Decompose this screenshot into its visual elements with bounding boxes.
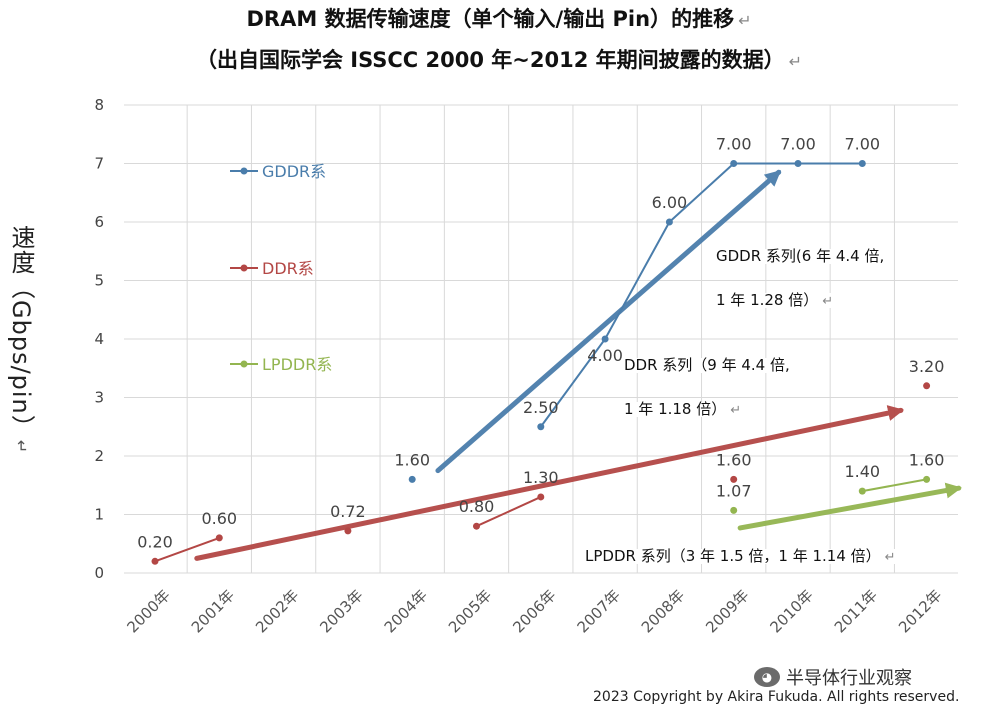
x-tick-label: 2001年 [188,586,238,636]
data-label: 0.72 [330,502,366,521]
trend-arrow-gddr [435,169,782,474]
x-tick-label: 2008年 [638,586,688,636]
series-line-gddr [539,162,863,428]
x-tick-label: 2002年 [252,586,302,636]
return-mark: ↵ [788,52,803,71]
data-point-ddr [473,522,480,530]
data-point-lpddr [858,487,866,495]
y-tick-label: 3 [94,389,104,407]
data-point-gddr [730,160,738,167]
data-point-ddr [537,493,545,501]
legend-item-gddr: GDDR系 [230,162,326,181]
data-point-ddr [923,382,931,390]
data-point-gddr [794,160,802,167]
chart-title-line2: （出自国际学会 ISSCC 2000 年~2012 年期间披露的数据） ↵ [195,48,803,72]
data-label: 7.00 [716,135,752,154]
data-label: 2.50 [523,398,559,417]
data-point-gddr [537,423,545,431]
wechat-icon: ◕ [754,667,780,687]
legend-swatch-dot [240,167,248,175]
legend-label: GDDR系 [262,162,326,181]
legend-swatch-dot [240,360,248,368]
x-tick-label: 2009年 [702,586,752,636]
data-point-gddr [408,475,416,483]
data-label: 0.80 [459,497,495,516]
y-tick-label: 8 [94,96,104,114]
data-label: 1.60 [716,450,752,469]
return-mark: ↵ [822,294,834,309]
y-tick-label: 4 [94,330,104,348]
return-mark: ↵ [738,11,752,30]
data-label: 7.00 [844,135,880,154]
x-tick-label: 2010年 [766,586,816,636]
legend-swatch-dot [240,264,248,272]
data-point-gddr [665,218,673,226]
data-label: 3.20 [909,357,945,376]
data-label: 1.07 [716,481,752,500]
y-tick-label: 2 [94,447,104,465]
lpddr-note: LPDDR 系列（3 年 1.5 倍，1 年 1.14 倍） ↵ [585,547,896,565]
data-point-lpddr [923,475,931,483]
data-label: 0.60 [201,509,237,528]
series-line-lpddr [862,478,927,493]
trend-arrow-lpddr [737,482,962,531]
gddr-note-line2: 1 年 1.28 倍） ↵ [716,291,834,309]
watermark-text: 半导体行业观察 [786,668,912,689]
data-point-lpddr [730,506,738,514]
ddr-note-line1: DDR 系列（9 年 4.4 倍, [624,356,790,374]
data-label: 1.60 [394,450,430,469]
data-point-ddr [730,475,738,483]
return-mark: ↵ [884,550,896,565]
y-tick-label: 1 [94,506,104,524]
y-axis-label: 速度（Gbps/pin）↵ [7,225,35,455]
x-tick-label: 2011年 [831,586,881,636]
y-tick-label: 0 [94,564,104,582]
x-tick-label: 2000年 [123,586,173,636]
gddr-note-line1: GDDR 系列(6 年 4.4 倍, [716,247,885,265]
data-point-ddr [215,534,223,542]
data-label: 1.40 [844,462,880,481]
ddr-note-line2: 1 年 1.18 倍） ↵ [624,400,742,418]
x-tick-label: 2003年 [316,586,366,636]
watermark: ◕ 半导体行业观察 [754,664,912,690]
x-tick-label: 2005年 [445,586,495,636]
data-label: 6.00 [652,193,688,212]
data-label: 1.30 [523,468,559,487]
return-mark: ↵ [730,403,742,418]
x-tick-label: 2012年 [895,586,945,636]
chart-title-line1: DRAM 数据传输速度（单个输入/输出 Pin）的推移 ↵ [246,7,752,31]
data-label: 1.60 [909,450,945,469]
y-tick-label: 5 [94,272,104,290]
data-point-gddr [601,335,609,343]
series-line-ddr [476,496,542,528]
x-tick-label: 2007年 [574,586,624,636]
legend-label: LPDDR系 [262,355,332,374]
data-point-ddr [151,557,159,565]
data-label: 0.20 [137,532,173,551]
legend-label: DDR系 [262,259,314,278]
series-line-ddr [154,536,220,563]
x-tick-label: 2006年 [509,586,559,636]
y-tick-label: 7 [94,155,104,173]
data-label: 4.00 [587,346,623,365]
data-label: 7.00 [780,135,816,154]
legend-item-ddr: DDR系 [230,259,314,278]
legend-item-lpddr: LPDDR系 [230,355,332,374]
data-point-ddr [344,527,352,535]
y-tick-label: 6 [94,213,104,231]
copyright: 2023 Copyright by Akira Fukuda. All righ… [593,689,960,705]
data-point-gddr [858,160,866,167]
x-tick-label: 2004年 [381,586,431,636]
return-mark: ↵ [12,439,31,455]
trend-arrow-ddr [194,405,905,561]
